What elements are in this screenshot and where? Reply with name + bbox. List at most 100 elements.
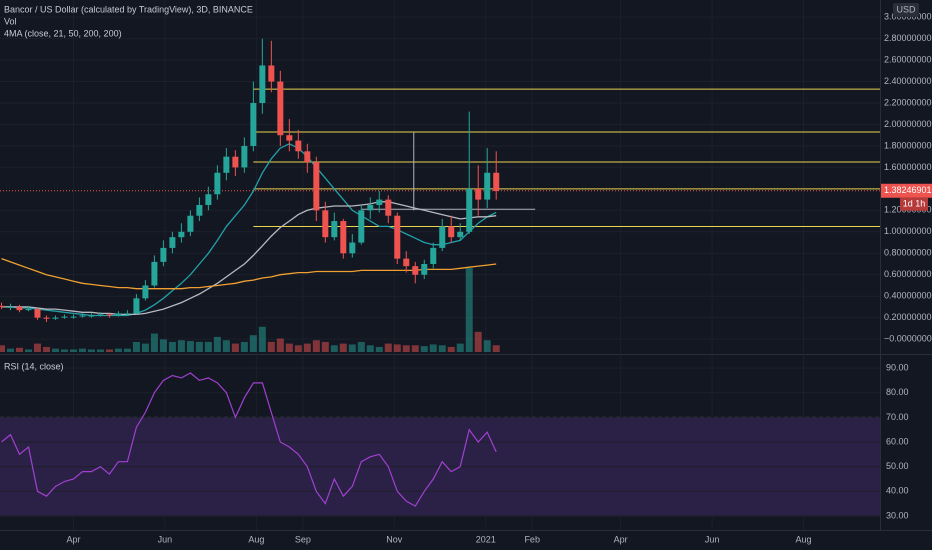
volume-bar [114,348,122,352]
x-tick-label: Aug [796,534,812,544]
volume-bar [231,343,239,352]
candle-body [232,156,239,168]
volume-bar [123,348,131,352]
volume-bar [15,347,23,352]
candle-body [484,172,491,200]
countdown-tag [900,197,928,211]
y-tick-label: 2.20000000 [884,97,932,107]
candle-body [241,145,248,168]
candle-body [178,231,185,238]
moving-average [1,201,497,316]
candle-body [367,204,374,211]
volume-bar [159,339,167,352]
candle-body [313,162,320,211]
volume-bar [222,340,230,352]
volume-bar [447,346,455,352]
y-tick-label: 0.40000000 [884,291,932,301]
volume-bar [294,345,302,352]
volume-bar [204,341,212,352]
moving-average [1,143,497,317]
volume-bar [168,341,176,352]
x-tick-label: Feb [524,534,540,544]
candle-body [295,140,302,152]
volume-bar [132,341,140,352]
volume-bar [6,348,14,352]
last-price-tag [881,183,932,198]
volume-bar [456,343,464,352]
currency-box[interactable] [893,3,919,17]
currency[interactable]: USD [896,4,916,14]
candle-body [250,103,257,146]
rsi-legend: RSI (14, close) [4,361,64,371]
volume-bar [267,341,275,352]
y-tick-label: 80.00 [886,387,909,397]
candle-body [259,65,266,104]
candle-body [61,316,68,318]
candle-body [196,204,203,216]
y-tick-label: 1.00000000 [884,226,932,236]
candle-body [403,258,410,267]
candle-body [151,261,158,286]
volume-bar [357,341,365,352]
candle-body [97,314,104,316]
y-tick-label: 40.00 [886,486,909,496]
candle-body [205,194,212,205]
candle-body [439,226,446,248]
volume-bar [33,343,41,352]
y-tick-label: 2.60000000 [884,54,932,64]
volume-bar [105,349,113,352]
candle-body [457,231,464,238]
volume-bar [51,348,59,352]
x-tick-label: Nov [386,534,403,544]
volume-bar [258,326,266,352]
volume-bar [303,343,311,352]
volume-bar [483,340,491,352]
candle-body [52,317,59,319]
candle-body [124,313,131,315]
y-tick-label: 30.00 [886,510,909,520]
candle-body [214,172,221,195]
ma-legend: 4MA (close, 21, 50, 200, 200) [4,28,122,38]
volume-bar [285,343,293,352]
candle-body [79,315,86,317]
x-tick-label: Apr [614,534,628,544]
countdown: 1d 1h [903,199,926,209]
x-tick-label: Jun [158,534,173,544]
candle-body [268,65,275,82]
y-tick-label: −0.00000000 [884,333,932,343]
candle-body [169,237,176,248]
volume-bar [0,345,5,352]
candle-body [34,309,41,318]
x-tick-label: Apr [66,534,80,544]
candle-body [430,247,437,264]
candle-body [0,305,5,307]
y-tick-label: 1.60000000 [884,162,932,172]
y-tick-label: 0.20000000 [884,312,932,322]
candle-body [88,315,95,317]
y-tick-label: 2.00000000 [884,119,932,129]
y-tick-label: 2.80000000 [884,33,932,43]
volume-bar [312,340,320,352]
candle-body [160,247,167,262]
volume-bar [411,345,419,352]
candle-body [106,314,113,316]
volume-bar [195,341,203,352]
volume-bar [402,345,410,352]
candle-body [70,316,77,318]
volume-bar [60,349,68,352]
y-tick-label: 1.80000000 [884,140,932,150]
volume-bar [87,349,95,352]
volume-bar [492,345,500,352]
candle-body [340,221,347,254]
candle-body [277,81,284,136]
volume-bar [69,349,77,352]
volume-bar [474,331,482,352]
volume-bar [96,349,104,352]
volume-bar [384,343,392,352]
rsi-line [1,372,497,507]
y-tick-label: 50.00 [886,461,909,471]
candle-body [376,199,383,205]
volume-bar [429,344,437,352]
candle-body [322,210,329,238]
